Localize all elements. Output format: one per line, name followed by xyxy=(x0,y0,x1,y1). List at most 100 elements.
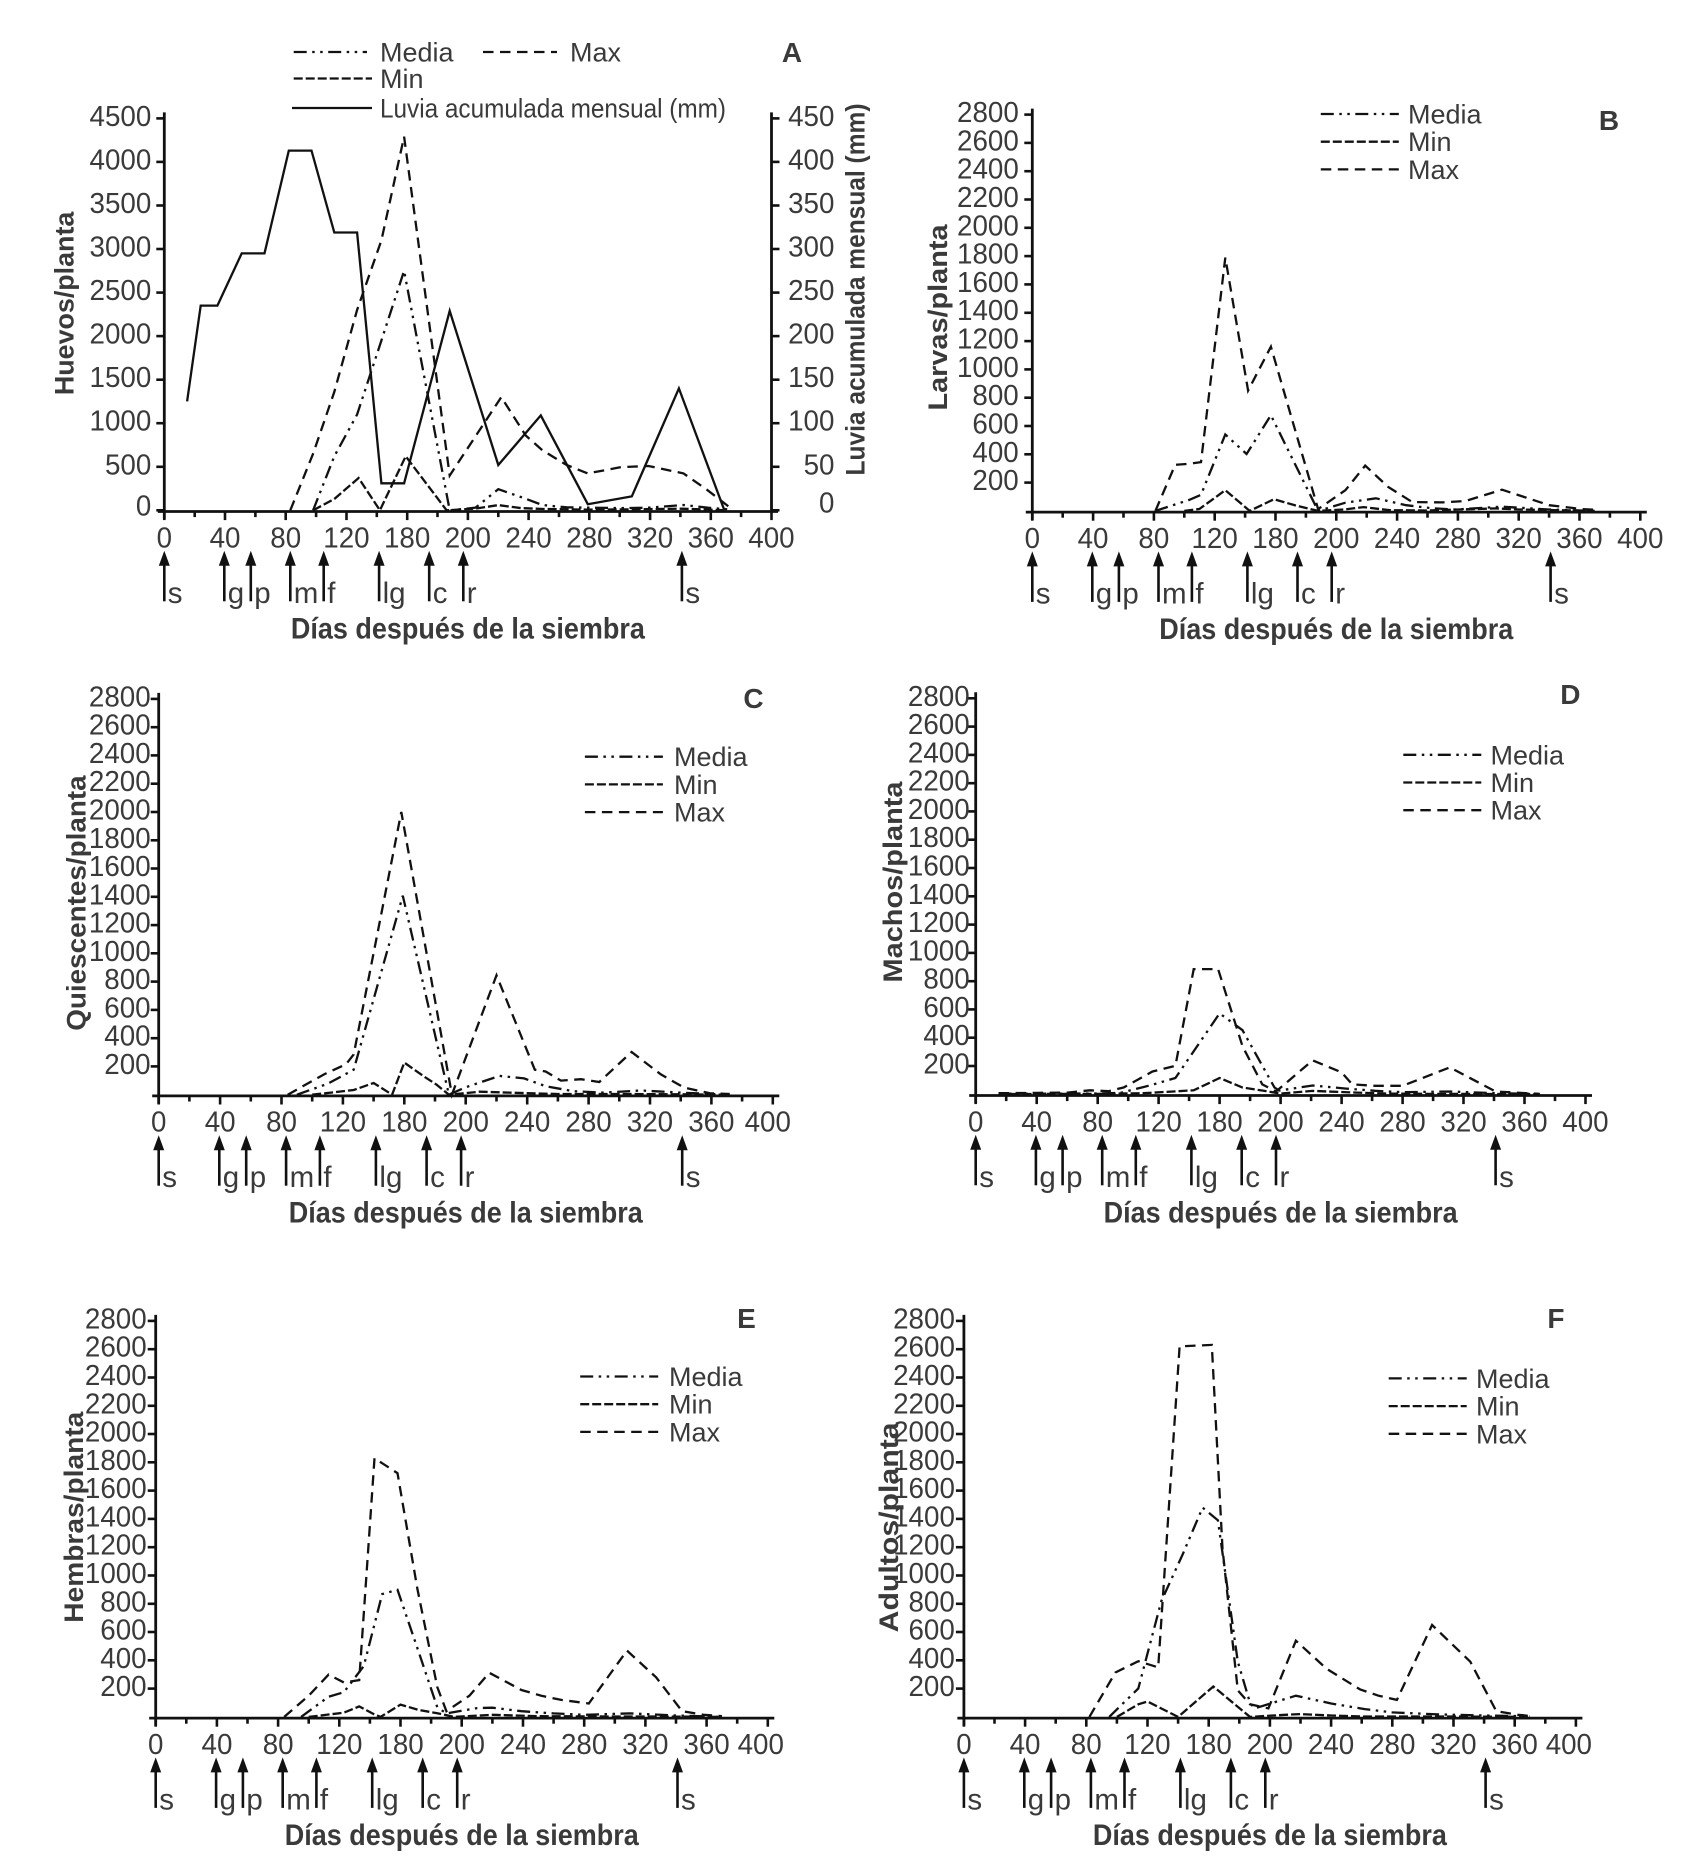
svg-text:Quiescentes/planta: Quiescentes/planta xyxy=(61,775,91,1031)
svg-text:2800: 2800 xyxy=(957,97,1019,129)
svg-text:r: r xyxy=(1335,577,1345,610)
svg-text:240: 240 xyxy=(1318,1106,1364,1138)
svg-text:m: m xyxy=(290,1161,315,1194)
svg-text:360: 360 xyxy=(1492,1729,1538,1761)
svg-text:1500: 1500 xyxy=(90,362,152,394)
svg-text:2400: 2400 xyxy=(908,737,970,769)
svg-text:1800: 1800 xyxy=(908,822,970,854)
svg-text:m: m xyxy=(1094,1783,1119,1816)
svg-text:200: 200 xyxy=(972,465,1018,497)
svg-text:C: C xyxy=(743,683,763,714)
svg-text:200: 200 xyxy=(1257,1106,1303,1138)
svg-text:240: 240 xyxy=(1374,523,1420,555)
svg-text:1400: 1400 xyxy=(893,1501,955,1533)
svg-text:s: s xyxy=(979,1161,994,1194)
svg-text:D: D xyxy=(1560,679,1580,710)
svg-text:360: 360 xyxy=(1556,523,1602,555)
svg-text:800: 800 xyxy=(909,1586,955,1618)
svg-text:s: s xyxy=(681,1783,696,1816)
svg-text:120: 120 xyxy=(316,1729,362,1761)
svg-text:1200: 1200 xyxy=(85,1530,147,1562)
svg-text:40: 40 xyxy=(1078,523,1109,555)
svg-text:1200: 1200 xyxy=(89,908,151,940)
svg-text:Media: Media xyxy=(1491,740,1566,770)
svg-text:400: 400 xyxy=(909,1643,955,1675)
svg-text:Machos/planta: Machos/planta xyxy=(878,781,908,982)
svg-text:2000: 2000 xyxy=(90,319,152,351)
svg-text:1000: 1000 xyxy=(957,352,1019,384)
svg-text:Huevos/planta: Huevos/planta xyxy=(50,211,80,395)
svg-text:2200: 2200 xyxy=(908,766,970,798)
svg-text:Días después de la siembra: Días después de la siembra xyxy=(1159,613,1513,646)
svg-text:f: f xyxy=(1139,1161,1148,1194)
svg-text:350: 350 xyxy=(788,188,834,220)
svg-text:0: 0 xyxy=(968,1106,983,1138)
svg-text:Media: Media xyxy=(1408,100,1483,130)
svg-text:s: s xyxy=(1499,1161,1514,1194)
svg-text:400: 400 xyxy=(923,1020,969,1052)
svg-text:2600: 2600 xyxy=(908,709,970,741)
svg-text:Min: Min xyxy=(669,1390,713,1420)
svg-text:g: g xyxy=(223,1161,239,1194)
svg-text:200: 200 xyxy=(923,1049,969,1081)
svg-text:1800: 1800 xyxy=(957,239,1019,271)
svg-text:1400: 1400 xyxy=(89,879,151,911)
svg-text:c: c xyxy=(426,1783,441,1816)
svg-text:80: 80 xyxy=(263,1729,294,1761)
svg-text:200: 200 xyxy=(788,319,834,351)
svg-text:f: f xyxy=(1128,1783,1137,1816)
svg-text:Luvia acumulada mensual (mm): Luvia acumulada mensual (mm) xyxy=(841,104,871,476)
svg-text:2600: 2600 xyxy=(893,1332,955,1364)
svg-text:Luvia acumulada mensual (mm): Luvia acumulada mensual (mm) xyxy=(380,94,726,124)
svg-text:800: 800 xyxy=(972,380,1018,412)
svg-text:s: s xyxy=(1489,1783,1504,1816)
svg-text:2800: 2800 xyxy=(85,1303,147,1335)
svg-text:2200: 2200 xyxy=(85,1388,147,1420)
svg-text:1400: 1400 xyxy=(908,879,970,911)
svg-text:3500: 3500 xyxy=(90,188,152,220)
svg-text:2500: 2500 xyxy=(90,275,152,307)
svg-text:p: p xyxy=(1122,577,1138,610)
svg-text:280: 280 xyxy=(1379,1106,1425,1138)
svg-text:Media: Media xyxy=(380,38,455,68)
svg-text:1600: 1600 xyxy=(957,267,1019,299)
svg-text:150: 150 xyxy=(788,362,834,394)
svg-text:F: F xyxy=(1547,1303,1564,1334)
svg-text:2800: 2800 xyxy=(89,681,151,713)
svg-text:2400: 2400 xyxy=(957,154,1019,186)
svg-text:m: m xyxy=(286,1783,311,1816)
svg-text:40: 40 xyxy=(202,1729,233,1761)
svg-text:40: 40 xyxy=(1010,1729,1041,1761)
svg-text:3000: 3000 xyxy=(90,232,152,264)
svg-text:80: 80 xyxy=(1138,523,1169,555)
svg-text:2000: 2000 xyxy=(89,795,151,827)
svg-text:600: 600 xyxy=(923,992,969,1024)
svg-text:s: s xyxy=(967,1783,982,1816)
svg-text:g: g xyxy=(228,577,244,610)
svg-text:240: 240 xyxy=(505,522,551,554)
svg-text:s: s xyxy=(168,577,183,610)
svg-text:Días después de la siembra: Días después de la siembra xyxy=(291,612,645,645)
svg-text:2800: 2800 xyxy=(908,681,970,713)
svg-text:80: 80 xyxy=(1082,1106,1113,1138)
svg-text:1000: 1000 xyxy=(893,1558,955,1590)
svg-text:m: m xyxy=(1162,577,1187,610)
svg-text:200: 200 xyxy=(1313,523,1359,555)
svg-text:f: f xyxy=(1195,577,1204,610)
svg-text:2000: 2000 xyxy=(957,210,1019,242)
svg-text:1000: 1000 xyxy=(85,1558,147,1590)
svg-text:280: 280 xyxy=(1435,523,1481,555)
svg-text:2800: 2800 xyxy=(893,1303,955,1335)
svg-text:180: 180 xyxy=(384,522,430,554)
svg-text:g: g xyxy=(220,1783,236,1816)
svg-text:320: 320 xyxy=(1430,1729,1476,1761)
svg-text:Larvas/planta: Larvas/planta xyxy=(923,224,953,410)
svg-text:Media: Media xyxy=(669,1362,744,1392)
svg-text:p: p xyxy=(1055,1783,1071,1816)
svg-text:2000: 2000 xyxy=(893,1417,955,1449)
svg-text:400: 400 xyxy=(1617,523,1663,555)
svg-text:400: 400 xyxy=(745,1107,791,1139)
svg-text:180: 180 xyxy=(381,1107,427,1139)
svg-text:800: 800 xyxy=(100,1586,146,1618)
svg-text:Max: Max xyxy=(674,798,726,828)
